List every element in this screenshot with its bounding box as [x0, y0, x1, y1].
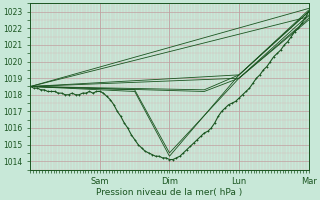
X-axis label: Pression niveau de la mer( hPa ): Pression niveau de la mer( hPa ) [96, 188, 243, 197]
